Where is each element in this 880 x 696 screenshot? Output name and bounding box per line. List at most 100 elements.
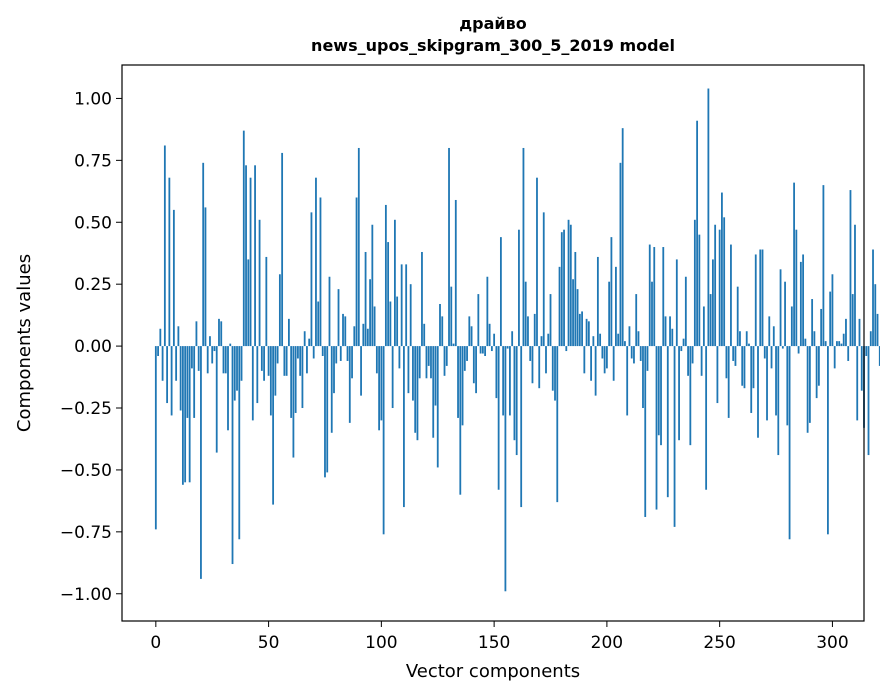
bar-11 bbox=[179, 346, 182, 411]
bar-153 bbox=[499, 237, 502, 347]
bar-158 bbox=[511, 331, 514, 347]
y-axis-ticks: −1.00 −0.75 −0.50 −0.25 0.00 0.25 0.50 0.75 1.00 bbox=[60, 89, 122, 605]
bar-93 bbox=[364, 251, 367, 347]
bar-226 bbox=[664, 316, 667, 347]
bar-35 bbox=[233, 346, 236, 401]
bar-79 bbox=[333, 346, 335, 394]
bar-22 bbox=[204, 207, 207, 347]
bar-315 bbox=[865, 346, 868, 357]
bar-74 bbox=[321, 346, 324, 357]
bar-184 bbox=[569, 224, 572, 347]
bar-299 bbox=[829, 291, 832, 347]
bar-104 bbox=[389, 301, 392, 347]
bar-110 bbox=[403, 346, 405, 508]
bar-255 bbox=[730, 244, 732, 347]
x-tick-label: 50 bbox=[258, 633, 280, 653]
bar-242 bbox=[700, 346, 703, 376]
bar-18 bbox=[195, 321, 198, 347]
bar-98 bbox=[375, 346, 378, 374]
bar-38 bbox=[240, 346, 243, 381]
bar-198 bbox=[601, 346, 604, 359]
bar-210 bbox=[628, 326, 631, 347]
y-tick-label: 0.00 bbox=[74, 337, 112, 357]
bar-21 bbox=[202, 162, 205, 347]
bar-307 bbox=[847, 346, 850, 361]
bar-290 bbox=[808, 346, 811, 423]
bar-140 bbox=[470, 326, 473, 347]
bar-148 bbox=[488, 323, 491, 347]
bar-114 bbox=[412, 346, 414, 401]
bar-283 bbox=[793, 182, 795, 347]
bar-4 bbox=[163, 145, 166, 347]
bar-313 bbox=[860, 346, 863, 391]
bar-96 bbox=[371, 224, 374, 347]
bar-316 bbox=[867, 346, 870, 456]
bar-247 bbox=[711, 259, 714, 347]
bar-43 bbox=[251, 346, 254, 421]
bar-165 bbox=[527, 316, 529, 347]
bar-99 bbox=[378, 346, 381, 431]
bar-275 bbox=[775, 346, 777, 416]
bar-136 bbox=[461, 346, 464, 426]
bar-154 bbox=[502, 346, 505, 416]
bar-88 bbox=[353, 326, 356, 347]
bar-174 bbox=[547, 333, 550, 347]
bar-201 bbox=[608, 281, 611, 347]
bar-75 bbox=[324, 346, 326, 478]
bar-45 bbox=[256, 346, 259, 404]
bar-131 bbox=[450, 286, 453, 347]
bar-223 bbox=[657, 346, 660, 436]
bar-185 bbox=[572, 279, 574, 347]
bar-186 bbox=[574, 251, 577, 347]
bar-243 bbox=[702, 306, 705, 347]
bar-181 bbox=[563, 229, 565, 347]
bar-81 bbox=[337, 289, 340, 347]
bar-156 bbox=[506, 346, 509, 349]
bar-281 bbox=[788, 346, 791, 540]
bar-87 bbox=[351, 346, 353, 379]
bar-41 bbox=[247, 259, 250, 347]
bar-61 bbox=[292, 346, 295, 458]
bar-260 bbox=[741, 346, 744, 386]
bar-297 bbox=[824, 341, 827, 347]
bar-25 bbox=[211, 346, 214, 364]
bar-120 bbox=[425, 346, 428, 379]
bar-164 bbox=[524, 281, 527, 347]
bar-80 bbox=[335, 346, 338, 364]
bar-95 bbox=[369, 279, 371, 347]
bar-59 bbox=[287, 318, 290, 347]
bar-37 bbox=[238, 346, 241, 540]
bar-199 bbox=[603, 346, 606, 374]
bar-17 bbox=[193, 346, 196, 418]
chart-title-line-2: news_upos_skipgram_300_5_2019 model bbox=[311, 36, 675, 55]
bar-310 bbox=[854, 224, 856, 347]
bar-233 bbox=[680, 346, 683, 352]
bar-190 bbox=[583, 346, 586, 374]
bar-203 bbox=[612, 346, 615, 381]
bar-129 bbox=[445, 346, 448, 366]
bar-84 bbox=[344, 316, 347, 347]
bar-240 bbox=[696, 120, 699, 347]
bar-47 bbox=[260, 346, 263, 371]
bar-257 bbox=[734, 346, 737, 366]
bar-78 bbox=[330, 346, 333, 433]
bar-303 bbox=[838, 341, 841, 347]
bar-26 bbox=[213, 346, 216, 352]
bar-40 bbox=[245, 165, 247, 347]
bar-192 bbox=[587, 321, 590, 347]
bar-189 bbox=[581, 311, 583, 347]
bar-177 bbox=[554, 346, 556, 401]
bar-279 bbox=[784, 281, 786, 347]
bar-319 bbox=[874, 284, 877, 347]
bar-101 bbox=[382, 346, 385, 535]
bar-282 bbox=[790, 306, 793, 347]
bar-268 bbox=[759, 249, 762, 347]
bar-8 bbox=[172, 209, 175, 347]
bar-222 bbox=[655, 346, 658, 510]
bar-221 bbox=[653, 247, 656, 347]
chart-title-line-1: драйво bbox=[459, 14, 527, 33]
bar-237 bbox=[689, 346, 692, 446]
bar-235 bbox=[684, 276, 687, 347]
bar-173 bbox=[545, 346, 547, 374]
bar-166 bbox=[529, 346, 532, 361]
